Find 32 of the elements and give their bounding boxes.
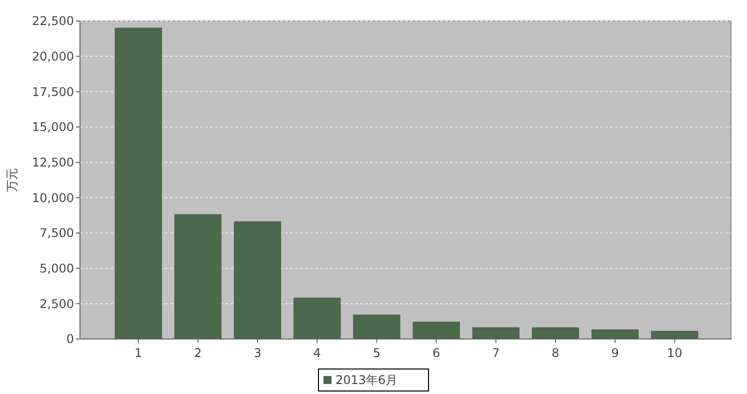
x-tick-label: 7 bbox=[492, 346, 500, 360]
y-tick-label: 20,000 bbox=[32, 50, 74, 64]
bar bbox=[472, 327, 520, 340]
y-tick-label: 5,000 bbox=[40, 262, 74, 276]
x-tick-label: 8 bbox=[552, 346, 560, 360]
y-tick-label: 12,500 bbox=[32, 156, 74, 170]
x-tick-label: 6 bbox=[432, 346, 440, 360]
y-tick-label: 17,500 bbox=[32, 84, 74, 99]
bar bbox=[114, 28, 162, 340]
x-tick-label: 4 bbox=[313, 346, 321, 360]
x-tick-label: 2 bbox=[194, 346, 202, 360]
x-tick-label: 5 bbox=[372, 346, 381, 360]
bar bbox=[234, 221, 282, 340]
x-tick-label: 1 bbox=[134, 346, 142, 360]
bar bbox=[651, 330, 698, 340]
bar bbox=[294, 298, 341, 340]
bar bbox=[592, 330, 639, 340]
y-tick-label: 2,500 bbox=[40, 296, 74, 311]
legend-label: 2013年6月 bbox=[336, 373, 398, 388]
bar bbox=[353, 314, 400, 340]
y-tick-label: 22,500 bbox=[32, 14, 74, 28]
y-axis-title: 万元 bbox=[5, 168, 19, 192]
y-tick-label: 7,500 bbox=[40, 226, 74, 240]
bar bbox=[412, 322, 460, 340]
y-tick-label: 15,000 bbox=[32, 120, 74, 134]
x-tick-label: 10 bbox=[667, 346, 682, 360]
y-tick-label: 10,000 bbox=[32, 190, 74, 205]
bar bbox=[532, 327, 580, 340]
bar bbox=[174, 214, 222, 340]
x-tick-label: 9 bbox=[611, 346, 619, 360]
y-tick-label: 0 bbox=[66, 332, 74, 346]
x-tick-label: 3 bbox=[254, 346, 262, 360]
